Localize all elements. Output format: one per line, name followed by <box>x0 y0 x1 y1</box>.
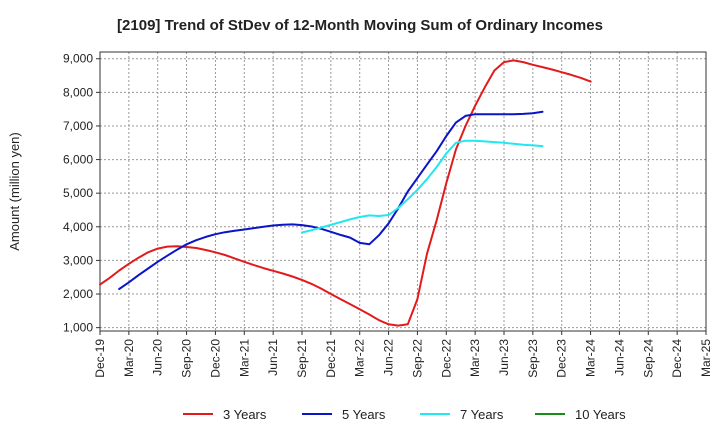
series-line-7-years <box>301 139 544 234</box>
x-tick-label: Mar-23 <box>468 339 482 377</box>
chart-title: [2109] Trend of StDev of 12-Month Moving… <box>117 17 603 34</box>
y-tick-label: 3,000 <box>63 253 93 267</box>
series-line-5-years <box>118 110 544 290</box>
x-tick-label: Mar-24 <box>584 339 598 377</box>
x-tick-label: Sep-22 <box>410 339 424 378</box>
y-axis-ticks: 1,000 2,000 3,000 4,000 5,000 6,000 7,000 8,000… <box>63 52 100 335</box>
x-tick-label: Sep-24 <box>641 339 655 378</box>
legend-label: 10 Years <box>575 407 626 422</box>
x-tick-label: Sep-20 <box>180 339 194 378</box>
y-tick-label: 8,000 <box>63 85 93 99</box>
x-tick-label: Dec-19 <box>93 339 107 378</box>
plot-frame <box>99 51 707 332</box>
x-tick-label: Mar-25 <box>699 339 713 377</box>
y-tick-label: 7,000 <box>63 119 93 133</box>
y-axis-label: Amount (million yen) <box>7 132 22 251</box>
x-tick-label: Jun-21 <box>266 339 280 376</box>
x-tick-label: Jun-23 <box>497 339 511 376</box>
x-tick-label: Mar-20 <box>122 339 136 377</box>
x-tick-label: Dec-21 <box>324 339 338 378</box>
x-tick-label: Jun-22 <box>382 339 396 376</box>
chart-grid <box>100 52 706 331</box>
y-tick-label: 4,000 <box>63 220 93 234</box>
y-tick-label: 5,000 <box>63 186 93 200</box>
x-tick-label: Dec-20 <box>208 339 222 378</box>
y-tick-label: 6,000 <box>63 153 93 167</box>
x-tick-label: Sep-23 <box>526 339 540 378</box>
legend-label: 3 Years <box>223 407 267 422</box>
legend-label: 5 Years <box>342 407 386 422</box>
legend-label: 7 Years <box>460 407 504 422</box>
series-lines <box>99 59 592 327</box>
x-tick-label: Dec-23 <box>555 339 569 378</box>
legend: 3 Years 5 Years 7 Years 10 Years <box>183 407 626 422</box>
x-tick-label: Mar-22 <box>353 339 367 377</box>
x-tick-label: Mar-21 <box>237 339 251 377</box>
x-tick-label: Sep-21 <box>295 339 309 378</box>
x-axis-ticks: Dec-19 Mar-20 Jun-20 Sep-20 Dec-20 Mar-21 Jun-… <box>93 331 713 378</box>
x-tick-label: Dec-22 <box>439 339 453 378</box>
x-tick-label: Jun-20 <box>151 339 165 376</box>
y-tick-label: 2,000 <box>63 287 93 301</box>
y-tick-label: 1,000 <box>63 321 93 335</box>
y-tick-label: 9,000 <box>63 52 93 66</box>
x-tick-label: Dec-24 <box>670 339 684 378</box>
x-tick-label: Jun-24 <box>612 339 626 376</box>
